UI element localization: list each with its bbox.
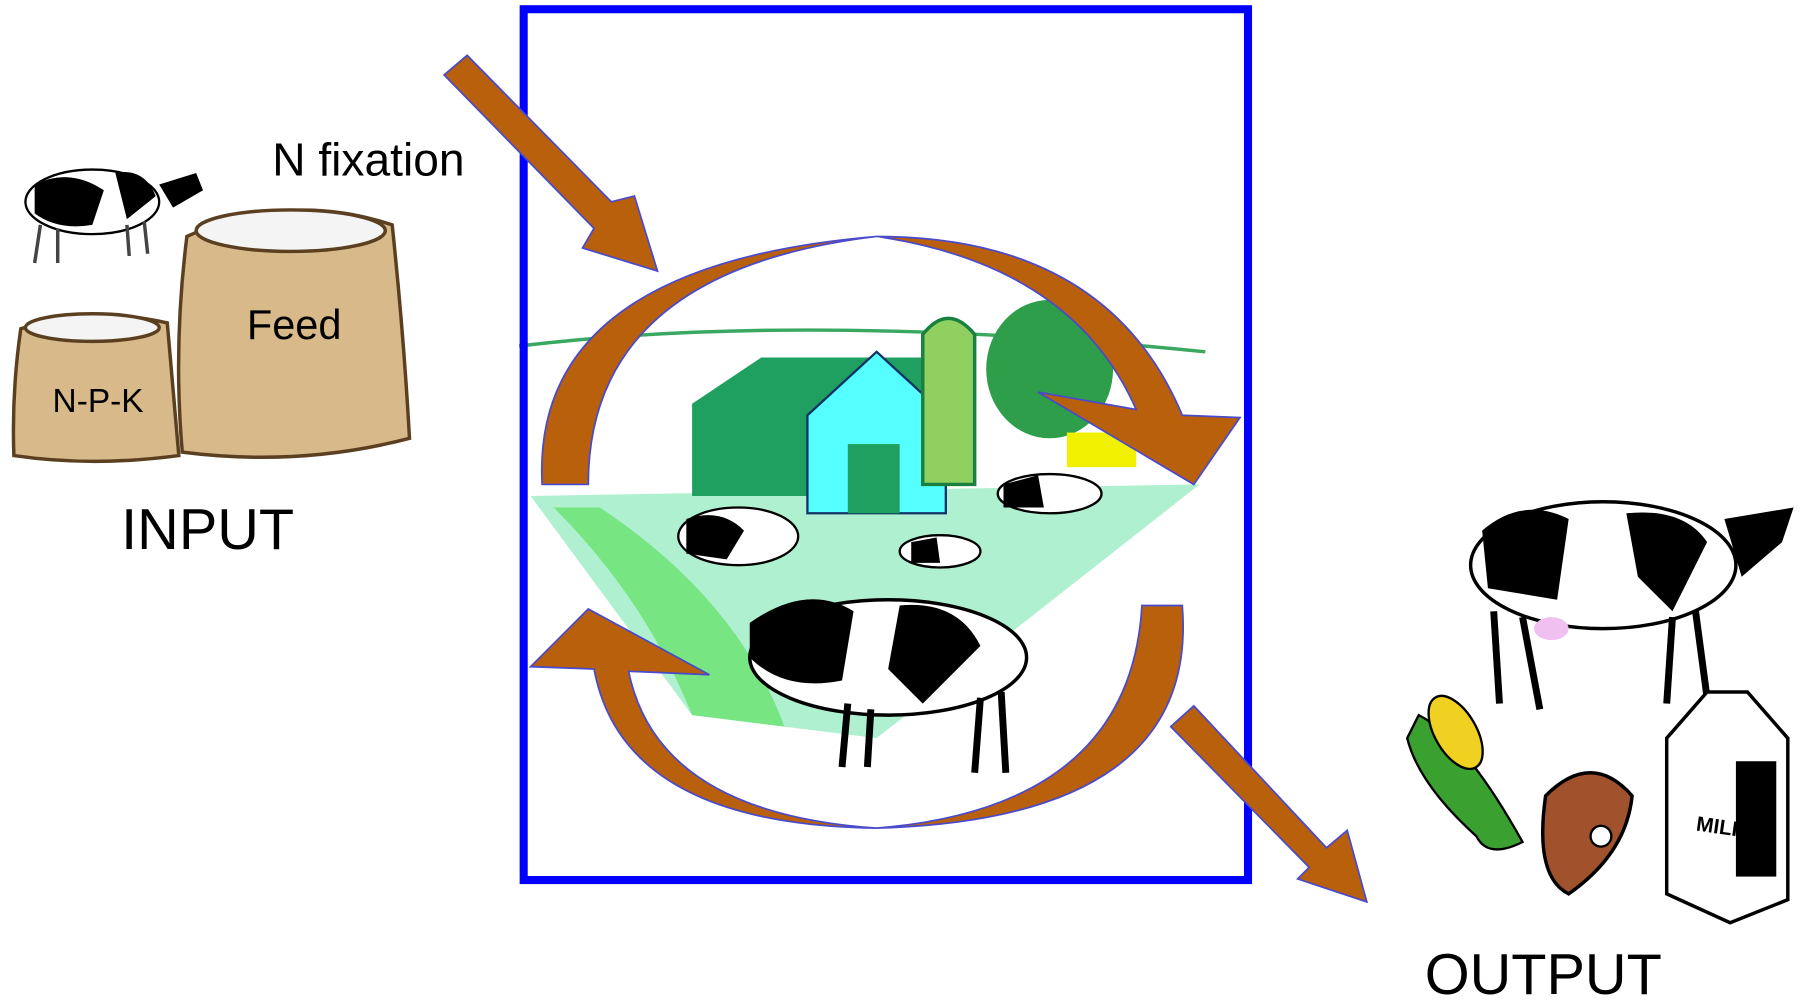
input-cow [25, 170, 203, 263]
npk-label: N-P-K [53, 383, 144, 420]
input-label: INPUT [121, 498, 294, 562]
diagram: Feed N-P-K INPUT N fixation [0, 0, 1804, 1000]
output-cow [1471, 502, 1794, 710]
n-fixation-label: N fixation [272, 133, 464, 185]
output-label: OUTPUT [1425, 943, 1662, 1000]
food-products: MILK [1407, 687, 1788, 923]
feed-label: Feed [247, 301, 342, 348]
